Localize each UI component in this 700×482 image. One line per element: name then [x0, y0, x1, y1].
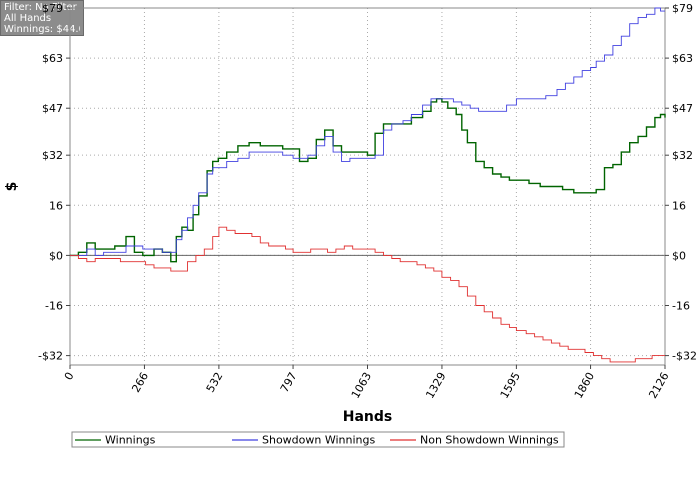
y-tick-label-right: 16 — [672, 199, 686, 212]
x-tick-label: 266 — [129, 370, 151, 395]
grid — [69, 7, 666, 365]
legend-label: Showdown Winnings — [262, 434, 376, 447]
y-tick-label-left: $47 — [42, 102, 63, 115]
series-line-winnings — [70, 98, 666, 263]
legend-label: Winnings — [105, 434, 156, 447]
plot-frame — [69, 7, 666, 366]
y-tick-label-right: -16 — [672, 300, 690, 313]
series-layer — [70, 7, 666, 363]
series-line-non-showdown-winnings — [70, 226, 665, 363]
x-tick-label: 1063 — [349, 370, 374, 401]
y-tick-label-left: -16 — [45, 300, 63, 313]
y-tick-label-right: $79 — [672, 2, 693, 15]
winnings-label: Winnings: $44.08 — [4, 24, 80, 35]
x-axis: 0 266 532 797 1063 1329 1595 1860 2126 — [62, 365, 672, 401]
x-tick-label: 532 — [204, 370, 226, 395]
x-tick-label: 0 — [62, 370, 77, 383]
legend: Winnings Showdown Winnings Non Showdown Wi… — [71, 431, 565, 448]
y-tick-label-left: -$32 — [38, 350, 63, 363]
y-tick-label-left: $32 — [42, 149, 63, 162]
x-tick-label: 2126 — [646, 370, 671, 401]
y-axis-title: $ — [4, 182, 20, 192]
y-tick-label-left: 16 — [49, 199, 63, 212]
hands-label: All Hands — [4, 13, 52, 24]
y-tick-label-right: $63 — [672, 52, 693, 65]
y-tick-label-left: $63 — [42, 52, 63, 65]
y-tick-label-left: $0 — [49, 249, 63, 262]
x-tick-label: 1595 — [498, 370, 523, 401]
y-tick-label-left: $79 — [42, 2, 63, 15]
y-tick-label-right: -$32 — [672, 350, 697, 363]
filter-label: Filter: No Filter — [4, 2, 77, 13]
y-tick-label-right: $47 — [672, 102, 693, 115]
x-tick-label: 1329 — [423, 370, 448, 401]
legend-label: Non Showdown Winnings — [420, 434, 559, 447]
series-line-showdown-winnings — [70, 7, 665, 256]
legend-frame — [71, 431, 565, 448]
y-axis-right: -$32 -16 $0 16 $32 $47 $63 $79 — [665, 2, 697, 363]
y-tick-label-right: $0 — [672, 249, 686, 262]
x-axis-title: Hands — [343, 409, 393, 425]
x-tick-label: 1860 — [572, 370, 597, 401]
y-axis-left: -$32 -16 $0 16 $32 $47 $63 $79 — [38, 2, 70, 363]
y-tick-label-right: $32 — [672, 149, 693, 162]
x-tick-label: 797 — [278, 370, 300, 395]
